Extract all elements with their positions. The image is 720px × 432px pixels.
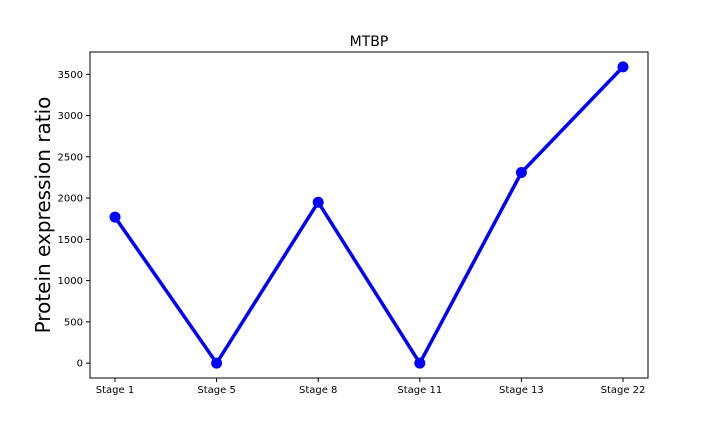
y-tick-label: 1500 [58, 235, 83, 246]
data-point [211, 357, 223, 369]
data-point [312, 196, 324, 208]
x-tick-label: Stage 8 [299, 385, 337, 396]
y-axis-label: Protein expression ratio [31, 97, 55, 334]
data-point [109, 211, 121, 223]
x-tick-label: Stage 5 [197, 385, 235, 396]
x-tick-label: Stage 13 [499, 385, 544, 396]
x-tick-label: Stage 1 [96, 385, 134, 396]
chart-title: MTBP [350, 34, 389, 50]
data-point [515, 166, 527, 178]
y-tick-label: 500 [64, 317, 83, 328]
y-axis: 0 500 1000 1500 2000 2500 3000 3500 [58, 70, 90, 370]
x-axis: Stage 1 Stage 5 Stage 8 Stage 11 Stage 13 Sta… [96, 378, 646, 396]
y-tick-label: 3500 [58, 70, 83, 81]
data-point [414, 357, 426, 369]
plot-frame [89, 51, 649, 379]
data-point [617, 61, 629, 73]
x-tick-label: Stage 22 [601, 385, 646, 396]
series-layer [109, 61, 629, 369]
y-tick-label: 0 [77, 359, 83, 370]
y-tick-label: 2000 [58, 194, 83, 205]
x-tick-label: Stage 11 [397, 385, 442, 396]
y-tick-label: 1000 [58, 276, 83, 287]
series-line [113, 65, 625, 367]
y-tick-label: 3000 [58, 111, 83, 122]
y-tick-label: 2500 [58, 152, 83, 163]
